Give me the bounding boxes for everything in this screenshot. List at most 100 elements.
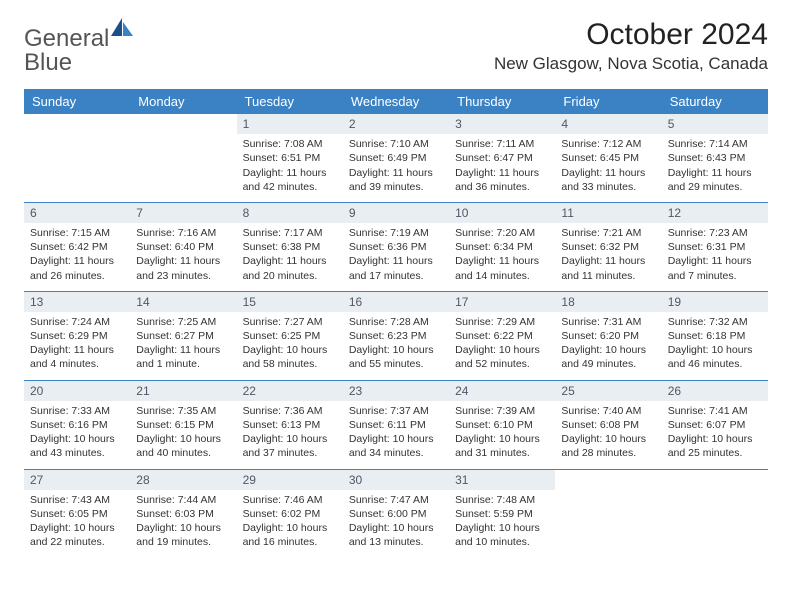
day-number: 23 xyxy=(343,381,449,401)
calendar-cell: 3 Sunrise: 7:11 AMSunset: 6:47 PMDaylight… xyxy=(449,114,555,202)
cell-line: Sunrise: 7:24 AM xyxy=(30,316,110,328)
cell-line: Sunrise: 7:16 AM xyxy=(136,227,216,239)
calendar-cell: 1Sunrise: 7:08 AMSunset: 6:51 PMDaylight… xyxy=(237,114,343,202)
day-number: 25 xyxy=(555,381,661,401)
calendar-cell: 22Sunrise: 7:36 AMSunset: 6:13 PMDayligh… xyxy=(237,380,343,469)
calendar-cell: 2 Sunrise: 7:10 AMSunset: 6:49 PMDaylight… xyxy=(343,114,449,202)
cell-line: Sunset: 6:07 PM xyxy=(668,419,746,431)
calendar-week: 13Sunrise: 7:24 AMSunset: 6:29 PMDayligh… xyxy=(24,291,768,380)
day-number: 10 xyxy=(449,203,555,223)
day-number: 2 xyxy=(343,114,449,134)
cell-line: Daylight: 11 hours and 23 minutes. xyxy=(136,255,220,281)
day-header-row: SundayMondayTuesdayWednesdayThursdayFrid… xyxy=(24,89,768,114)
cell-details: Sunrise: 7:24 AMSunset: 6:29 PMDaylight:… xyxy=(30,315,124,372)
calendar-cell: 26Sunrise: 7:41 AMSunset: 6:07 PMDayligh… xyxy=(662,380,768,469)
cell-details: Sunrise: 7:39 AMSunset: 6:10 PMDaylight:… xyxy=(455,404,549,461)
cell-line: Sunrise: 7:46 AM xyxy=(243,494,323,506)
day-number: 16 xyxy=(343,292,449,312)
cell-line: Sunset: 6:47 PM xyxy=(455,152,533,164)
calendar-cell: 27Sunrise: 7:43 AMSunset: 6:05 PMDayligh… xyxy=(24,469,130,557)
cell-line: Sunset: 6:16 PM xyxy=(30,419,108,431)
cell-line: Sunset: 6:29 PM xyxy=(30,330,108,342)
day-number: 8 xyxy=(237,203,343,223)
cell-line: Sunset: 6:10 PM xyxy=(455,419,533,431)
calendar-cell: 14 Sunrise: 7:25 AMSunset: 6:27 PMDayligh… xyxy=(130,291,236,380)
day-number: 3 xyxy=(449,114,555,134)
cell-details: Sunrise: 7:14 AMSunset: 6:43 PMDaylight:… xyxy=(668,137,762,194)
calendar-week: 6Sunrise: 7:15 AMSunset: 6:42 PMDaylight… xyxy=(24,202,768,291)
day-number: 20 xyxy=(24,381,130,401)
day-header: Thursday xyxy=(449,89,555,114)
day-number: 14 xyxy=(130,292,236,312)
cell-details: Sunrise: 7:46 AMSunset: 6:02 PMDaylight:… xyxy=(243,493,337,550)
cell-line: Sunset: 6:22 PM xyxy=(455,330,533,342)
cell-details: Sunrise: 7:25 AMSunset: 6:27 PMDaylight:… xyxy=(136,315,230,372)
cell-line: Sunset: 6:05 PM xyxy=(30,508,108,520)
cell-line: Sunset: 6:45 PM xyxy=(561,152,639,164)
cell-line: Sunset: 6:11 PM xyxy=(349,419,426,431)
cell-line: Daylight: 11 hours and 42 minutes. xyxy=(243,167,327,193)
day-number: 9 xyxy=(343,203,449,223)
calendar-cell: 4 Sunrise: 7:12 AMSunset: 6:45 PMDaylight… xyxy=(555,114,661,202)
cell-line: Daylight: 10 hours and 13 minutes. xyxy=(349,522,434,548)
calendar-cell: 29Sunrise: 7:46 AMSunset: 6:02 PMDayligh… xyxy=(237,469,343,557)
calendar-cell: 28Sunrise: 7:44 AMSunset: 6:03 PMDayligh… xyxy=(130,469,236,557)
cell-line: Sunrise: 7:17 AM xyxy=(243,227,323,239)
cell-line: Sunset: 6:25 PM xyxy=(243,330,321,342)
cell-line: Sunset: 6:08 PM xyxy=(561,419,639,431)
cell-line: Sunset: 6:43 PM xyxy=(668,152,746,164)
cell-details: Sunrise: 7:12 AMSunset: 6:45 PMDaylight:… xyxy=(561,137,655,194)
cell-details: Sunrise: 7:20 AMSunset: 6:34 PMDaylight:… xyxy=(455,226,549,283)
day-number: 31 xyxy=(449,470,555,490)
cell-line: Sunset: 6:27 PM xyxy=(136,330,214,342)
calendar-cell xyxy=(130,114,236,202)
calendar-cell xyxy=(662,469,768,557)
calendar-cell: 30Sunrise: 7:47 AMSunset: 6:00 PMDayligh… xyxy=(343,469,449,557)
cell-details: Sunrise: 7:35 AMSunset: 6:15 PMDaylight:… xyxy=(136,404,230,461)
cell-line: Daylight: 10 hours and 37 minutes. xyxy=(243,433,328,459)
cell-details: Sunrise: 7:17 AMSunset: 6:38 PMDaylight:… xyxy=(243,226,337,283)
day-number: 18 xyxy=(555,292,661,312)
cell-details: Sunrise: 7:29 AM Sunset: 6:22 PM Daylight:… xyxy=(455,315,549,372)
day-number: 21 xyxy=(130,381,236,401)
cell-line: Sunrise: 7:43 AM xyxy=(30,494,110,506)
day-number: 7 xyxy=(130,203,236,223)
cell-line: Sunset: 6:15 PM xyxy=(136,419,214,431)
cell-line: Sunset: 5:59 PM xyxy=(455,508,533,520)
cell-line: Sunset: 6:36 PM xyxy=(349,241,427,253)
cell-details: Sunrise: 7:40 AMSunset: 6:08 PMDaylight:… xyxy=(561,404,655,461)
calendar-cell: 10 Sunrise: 7:20 AMSunset: 6:34 PMDayligh… xyxy=(449,202,555,291)
calendar-cell: 20Sunrise: 7:33 AMSunset: 6:16 PMDayligh… xyxy=(24,380,130,469)
day-number: 19 xyxy=(662,292,768,312)
cell-line: Daylight: 10 hours and 34 minutes. xyxy=(349,433,434,459)
calendar-cell: 18Sunrise: 7:31 AMSunset: 6:20 PMDayligh… xyxy=(555,291,661,380)
cell-line: Daylight: 10 hours and 16 minutes. xyxy=(243,522,328,548)
cell-line: Daylight: 10 hours and 49 minutes. xyxy=(561,344,646,370)
cell-details: Sunrise: 7:10 AMSunset: 6:49 PMDaylight:… xyxy=(349,137,443,194)
cell-details: Sunrise: 7:36 AMSunset: 6:13 PMDaylight:… xyxy=(243,404,337,461)
cell-details: Sunrise: 7:37 AMSunset: 6:11 PMDaylight:… xyxy=(349,404,443,461)
month-title: October 2024 xyxy=(494,18,768,52)
cell-line: Sunrise: 7:28 AM xyxy=(349,316,429,328)
page-header: General Blue October 2024 New Glasgow, N… xyxy=(24,18,768,75)
day-number: 4 xyxy=(555,114,661,134)
cell-details: Sunrise: 7:11 AMSunset: 6:47 PMDaylight:… xyxy=(455,137,549,194)
cell-details: Sunrise: 7:41 AMSunset: 6:07 PMDaylight:… xyxy=(668,404,762,461)
brand-part2: Blue xyxy=(24,49,72,76)
cell-line: Sunset: 6:42 PM xyxy=(30,241,108,253)
cell-line: Sunset: 6:40 PM xyxy=(136,241,214,253)
cell-line: Daylight: 10 hours and 52 minutes. xyxy=(455,344,540,370)
cell-line: Sunset: 6:51 PM xyxy=(243,152,321,164)
day-number: 28 xyxy=(130,470,236,490)
logo-text-wrap: General Blue xyxy=(24,18,133,75)
day-header: Tuesday xyxy=(237,89,343,114)
cell-line: Daylight: 10 hours and 28 minutes. xyxy=(561,433,646,459)
cell-line: Sunrise: 7:29 AM xyxy=(455,316,535,328)
cell-line: Sunrise: 7:10 AM xyxy=(349,138,429,150)
cell-line: Daylight: 11 hours and 14 minutes. xyxy=(455,255,539,281)
cell-line: Sunset: 6:00 PM xyxy=(349,508,427,520)
day-number: 11 xyxy=(555,203,661,223)
day-header: Monday xyxy=(130,89,236,114)
cell-line: Sunset: 6:32 PM xyxy=(561,241,639,253)
cell-line: Sunrise: 7:21 AM xyxy=(561,227,641,239)
